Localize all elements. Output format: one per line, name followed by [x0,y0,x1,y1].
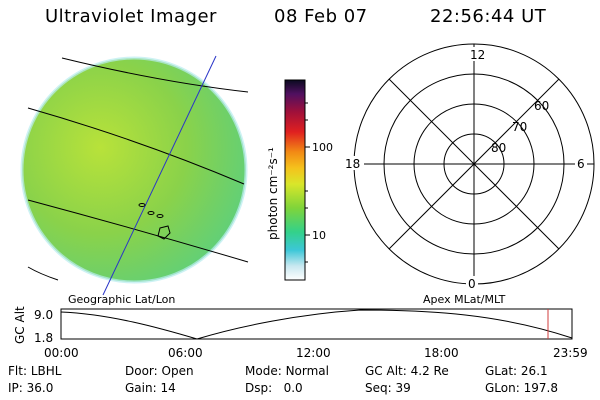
status-ip-value: 36.0 [26,381,54,395]
status-dsp-label: Dsp: [245,381,273,395]
status-dsp: Dsp: 0.0 [245,381,303,395]
status-glon-label: GLon: [485,381,520,395]
time-tick-1800: 18:00 [424,346,459,360]
altitude-tick-high: 9.0 [34,308,53,322]
status-ip: IP: 36.0 [8,381,53,395]
time-tick-0000: 00:00 [44,346,79,360]
mlat-label-70: 70 [512,120,527,134]
meridian-line [102,55,217,296]
time-tick-2359: 23:59 [553,346,588,360]
status-gc-alt-value: 4.2 Re [410,364,449,378]
status-glon-value: 197.8 [523,381,558,395]
mlt-label-0: 0 [468,277,476,291]
altitude-tick-low: 1.8 [34,331,53,345]
earth-limb [20,56,248,284]
latitude-lines [27,57,249,281]
mlt-label-18: 18 [345,157,360,171]
status-glat-value: 26.1 [520,364,548,378]
altitude-axis-label: GC Alt [13,306,27,344]
image-time: 22:56:44 UT [430,6,547,27]
time-tick-0600: 06:00 [168,346,203,360]
status-gain-label: Gain: [125,381,157,395]
status-glat-label: GLat: [485,364,518,378]
mlat-label-60: 60 [534,99,549,113]
island-outlines [138,203,171,240]
status-gc-alt-label: GC Alt: [365,364,407,378]
earth-image-panel [20,55,249,296]
colorbar-tick-10: 10 [312,229,326,242]
polar-grid-panel [353,43,595,285]
status-door-label: Door: [125,364,158,378]
image-title: Ultraviolet Imager [45,6,217,27]
status-filter: Flt: LBHL [8,364,61,378]
status-gc-alt: GC Alt: 4.2 Re [365,364,449,378]
status-filter-label: Flt: [8,364,27,378]
status-mode: Mode: Normal [245,364,329,378]
image-date: 08 Feb 07 [274,6,368,27]
earth-disk [22,58,246,282]
geographic-caption: Geographic Lat/Lon [68,293,175,306]
status-mode-label: Mode: [245,364,282,378]
mlt-label-6: 6 [577,157,585,171]
status-ip-label: IP: [8,381,23,395]
apex-caption: Apex MLat/MLT [423,293,506,306]
status-gain: Gain: 14 [125,381,176,395]
colorbar-tick-100: 100 [312,141,333,154]
status-glon: GLon: 197.8 [485,381,558,395]
status-gain-value: 14 [160,381,176,395]
colorbar: 100 10 photon cm⁻²s⁻¹ [266,79,333,281]
status-glat: GLat: 26.1 [485,364,548,378]
polar-diagonal-b [388,78,560,250]
colorbar-tick-marks [305,102,310,263]
status-door: Door: Open [125,364,194,378]
status-dsp-value: 0.0 [283,381,303,395]
colorbar-unit-label: photon cm⁻²s⁻¹ [266,147,280,240]
altitude-timeline: GC Alt 9.0 1.8 00:00 06:00 12:00 18:00 2… [13,306,588,360]
altitude-curve [60,309,573,340]
altitude-plot-frame [60,308,573,340]
status-mode-value: Normal [285,364,329,378]
colorbar-scale [284,79,306,281]
status-seq-value: 39 [395,381,411,395]
time-tick-1200: 12:00 [296,346,331,360]
status-door-value: Open [161,364,194,378]
mlt-label-12: 12 [470,48,485,62]
status-filter-value: LBHL [30,364,62,378]
mlat-label-80: 80 [491,141,506,155]
status-seq: Seq: 39 [365,381,411,395]
status-seq-label: Seq: [365,381,392,395]
